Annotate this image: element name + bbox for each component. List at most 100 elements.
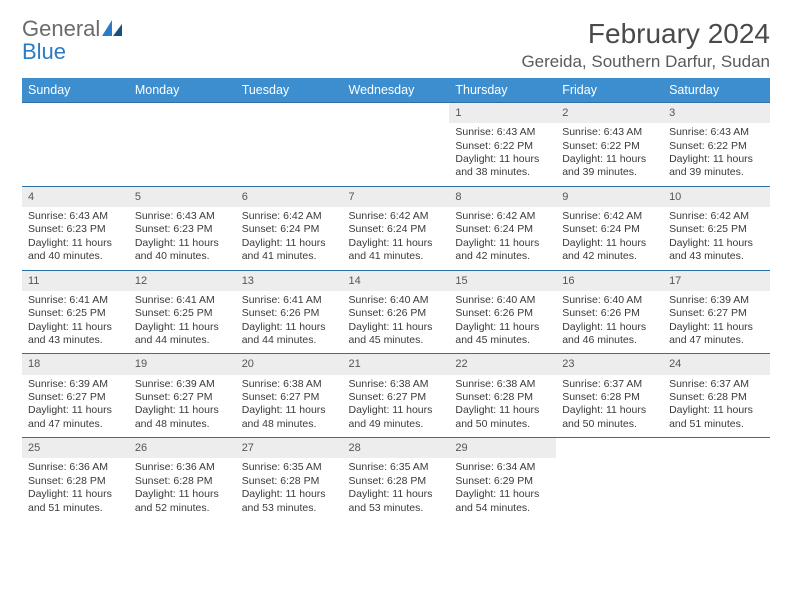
day-number: 14 [343, 271, 450, 291]
day-body: Sunrise: 6:42 AMSunset: 6:24 PMDaylight:… [449, 207, 556, 270]
day-number: 12 [129, 271, 236, 291]
calendar-cell: 19Sunrise: 6:39 AMSunset: 6:27 PMDayligh… [129, 354, 236, 438]
day-body: Sunrise: 6:38 AMSunset: 6:27 PMDaylight:… [236, 375, 343, 438]
day-number: 8 [449, 187, 556, 207]
daylight-text: Daylight: 11 hours and 43 minutes. [28, 321, 123, 348]
daylight-text: Daylight: 11 hours and 47 minutes. [28, 404, 123, 431]
day-number [129, 103, 236, 123]
sunrise-text: Sunrise: 6:42 AM [562, 210, 657, 223]
sunrise-text: Sunrise: 6:42 AM [349, 210, 444, 223]
day-number: 22 [449, 354, 556, 374]
calendar-cell: 23Sunrise: 6:37 AMSunset: 6:28 PMDayligh… [556, 354, 663, 438]
day-body: Sunrise: 6:42 AMSunset: 6:25 PMDaylight:… [663, 207, 770, 270]
sunset-text: Sunset: 6:28 PM [669, 391, 764, 404]
sunset-text: Sunset: 6:23 PM [135, 223, 230, 236]
sunset-text: Sunset: 6:28 PM [562, 391, 657, 404]
sunrise-text: Sunrise: 6:36 AM [28, 461, 123, 474]
day-number [22, 103, 129, 123]
day-body: Sunrise: 6:41 AMSunset: 6:26 PMDaylight:… [236, 291, 343, 354]
sunset-text: Sunset: 6:23 PM [28, 223, 123, 236]
calendar-cell [129, 103, 236, 187]
day-header: Wednesday [343, 78, 450, 103]
calendar-cell [343, 103, 450, 187]
sunrise-text: Sunrise: 6:34 AM [455, 461, 550, 474]
calendar-row: 11Sunrise: 6:41 AMSunset: 6:25 PMDayligh… [22, 270, 770, 354]
calendar-cell: 24Sunrise: 6:37 AMSunset: 6:28 PMDayligh… [663, 354, 770, 438]
sunset-text: Sunset: 6:26 PM [455, 307, 550, 320]
day-body: Sunrise: 6:43 AMSunset: 6:22 PMDaylight:… [663, 123, 770, 186]
daylight-text: Daylight: 11 hours and 44 minutes. [135, 321, 230, 348]
daylight-text: Daylight: 11 hours and 42 minutes. [562, 237, 657, 264]
day-body: Sunrise: 6:38 AMSunset: 6:28 PMDaylight:… [449, 375, 556, 438]
sunrise-text: Sunrise: 6:40 AM [349, 294, 444, 307]
calendar-row: 18Sunrise: 6:39 AMSunset: 6:27 PMDayligh… [22, 354, 770, 438]
daylight-text: Daylight: 11 hours and 45 minutes. [349, 321, 444, 348]
daylight-text: Daylight: 11 hours and 39 minutes. [669, 153, 764, 180]
day-body: Sunrise: 6:43 AMSunset: 6:23 PMDaylight:… [129, 207, 236, 270]
day-body: Sunrise: 6:34 AMSunset: 6:29 PMDaylight:… [449, 458, 556, 521]
day-body: Sunrise: 6:39 AMSunset: 6:27 PMDaylight:… [663, 291, 770, 354]
day-number: 28 [343, 438, 450, 458]
day-body: Sunrise: 6:41 AMSunset: 6:25 PMDaylight:… [129, 291, 236, 354]
calendar-cell: 2Sunrise: 6:43 AMSunset: 6:22 PMDaylight… [556, 103, 663, 187]
header: General Blue February 2024 Gereida, Sout… [22, 18, 770, 72]
day-number: 13 [236, 271, 343, 291]
calendar-cell [556, 438, 663, 521]
day-body: Sunrise: 6:43 AMSunset: 6:22 PMDaylight:… [449, 123, 556, 186]
sunrise-text: Sunrise: 6:40 AM [455, 294, 550, 307]
sunrise-text: Sunrise: 6:38 AM [242, 378, 337, 391]
day-header: Friday [556, 78, 663, 103]
calendar-cell: 9Sunrise: 6:42 AMSunset: 6:24 PMDaylight… [556, 186, 663, 270]
day-body: Sunrise: 6:42 AMSunset: 6:24 PMDaylight:… [236, 207, 343, 270]
sunset-text: Sunset: 6:24 PM [562, 223, 657, 236]
day-number: 7 [343, 187, 450, 207]
day-body: Sunrise: 6:37 AMSunset: 6:28 PMDaylight:… [663, 375, 770, 438]
sunrise-text: Sunrise: 6:43 AM [135, 210, 230, 223]
daylight-text: Daylight: 11 hours and 53 minutes. [242, 488, 337, 515]
calendar-cell: 16Sunrise: 6:40 AMSunset: 6:26 PMDayligh… [556, 270, 663, 354]
day-header: Monday [129, 78, 236, 103]
sunset-text: Sunset: 6:28 PM [28, 475, 123, 488]
logo-sail-icon [102, 23, 122, 40]
sunset-text: Sunset: 6:26 PM [242, 307, 337, 320]
page-title: February 2024 [521, 18, 770, 50]
sunrise-text: Sunrise: 6:43 AM [455, 126, 550, 139]
daylight-text: Daylight: 11 hours and 44 minutes. [242, 321, 337, 348]
daylight-text: Daylight: 11 hours and 49 minutes. [349, 404, 444, 431]
day-body: Sunrise: 6:40 AMSunset: 6:26 PMDaylight:… [343, 291, 450, 354]
calendar-cell: 28 Sunrise: 6:35 AMSunset: 6:28 PMDayligh… [343, 438, 450, 521]
sunrise-text: Sunrise: 6:41 AM [28, 294, 123, 307]
day-number: 18 [22, 354, 129, 374]
day-body [343, 123, 450, 179]
day-body: Sunrise: 6:41 AMSunset: 6:25 PMDaylight:… [22, 291, 129, 354]
daylight-text: Daylight: 11 hours and 47 minutes. [669, 321, 764, 348]
sunrise-text: Sunrise: 6:41 AM [242, 294, 337, 307]
day-number: 1 [449, 103, 556, 123]
day-number: 6 [236, 187, 343, 207]
sunrise-text: Sunrise: 6:43 AM [669, 126, 764, 139]
calendar-cell: 29Sunrise: 6:34 AMSunset: 6:29 PMDayligh… [449, 438, 556, 521]
calendar-cell: 3Sunrise: 6:43 AMSunset: 6:22 PMDaylight… [663, 103, 770, 187]
daylight-text: Daylight: 11 hours and 53 minutes. [349, 488, 444, 515]
logo-general: General [22, 16, 100, 41]
sunrise-text: Sunrise: 6:42 AM [242, 210, 337, 223]
calendar-cell: 7Sunrise: 6:42 AMSunset: 6:24 PMDaylight… [343, 186, 450, 270]
daylight-text: Daylight: 11 hours and 48 minutes. [135, 404, 230, 431]
daylight-text: Daylight: 11 hours and 52 minutes. [135, 488, 230, 515]
calendar-cell: 27Sunrise: 6:35 AMSunset: 6:28 PMDayligh… [236, 438, 343, 521]
sunrise-text: Sunrise: 6:37 AM [562, 378, 657, 391]
sunset-text: Sunset: 6:28 PM [349, 475, 444, 488]
day-number [236, 103, 343, 123]
daylight-text: Daylight: 11 hours and 42 minutes. [455, 237, 550, 264]
logo-text: General Blue [22, 18, 122, 64]
day-number: 27 [236, 438, 343, 458]
calendar-cell: 6Sunrise: 6:42 AMSunset: 6:24 PMDaylight… [236, 186, 343, 270]
day-number: 21 [343, 354, 450, 374]
sunrise-text: Sunrise: 6:43 AM [28, 210, 123, 223]
day-body: Sunrise: 6:36 AMSunset: 6:28 PMDaylight:… [129, 458, 236, 521]
sunrise-text: Sunrise: 6:35 AM [349, 461, 444, 474]
daylight-text: Daylight: 11 hours and 48 minutes. [242, 404, 337, 431]
day-body: Sunrise: 6:42 AMSunset: 6:24 PMDaylight:… [556, 207, 663, 270]
sunset-text: Sunset: 6:24 PM [242, 223, 337, 236]
calendar-cell: 8Sunrise: 6:42 AMSunset: 6:24 PMDaylight… [449, 186, 556, 270]
